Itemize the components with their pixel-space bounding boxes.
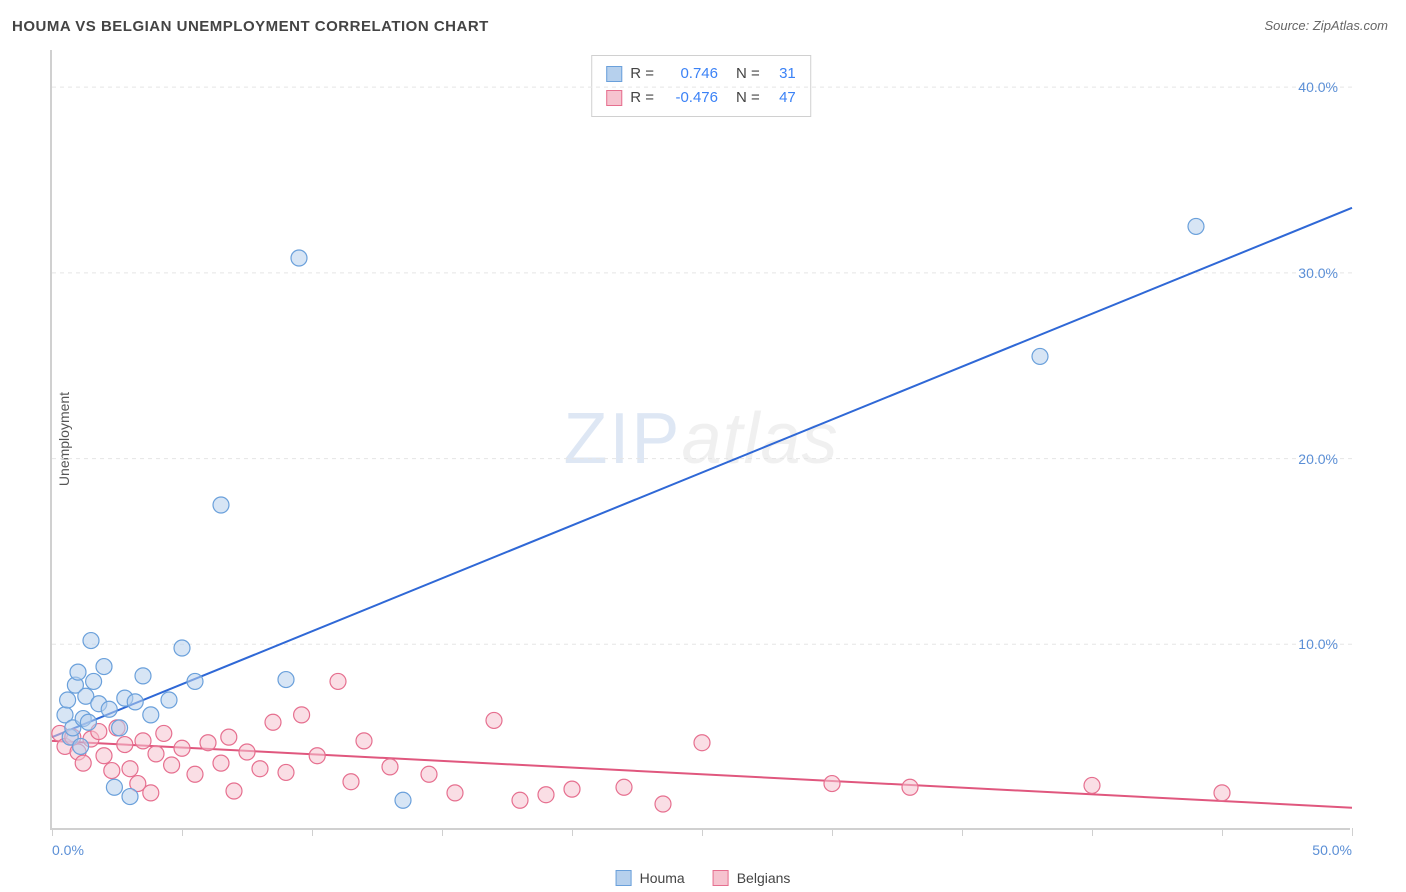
data-point [200,735,216,751]
data-point [1084,777,1100,793]
data-point [226,783,242,799]
x-tick [962,828,963,836]
data-point [60,692,76,708]
legend-item-belgians: Belgians [713,870,791,886]
data-point [309,748,325,764]
legend-item-houma: Houma [616,870,685,886]
data-point [122,789,138,805]
y-tick-label: 40.0% [1298,79,1338,95]
legend-label-houma: Houma [640,870,685,886]
data-point [291,250,307,266]
data-point [156,725,172,741]
data-point [83,633,99,649]
data-point [1214,785,1230,801]
data-point [104,763,120,779]
data-point [278,764,294,780]
data-point [486,712,502,728]
data-point [512,792,528,808]
y-tick-label: 20.0% [1298,451,1338,467]
data-point [187,766,203,782]
data-point [239,744,255,760]
data-point [148,746,164,762]
data-point [112,720,128,736]
series-legend: Houma Belgians [616,870,791,886]
x-tick [572,828,573,836]
y-tick-label: 10.0% [1298,636,1338,652]
swatch-belgians [713,870,729,886]
data-point [343,774,359,790]
x-tick [182,828,183,836]
plot-svg [52,50,1350,828]
data-point [1032,348,1048,364]
data-point [265,714,281,730]
x-tick [702,828,703,836]
data-point [73,738,89,754]
data-point [213,497,229,513]
data-point [122,761,138,777]
x-tick-label: 50.0% [1312,842,1352,858]
x-tick [1222,828,1223,836]
data-point [187,673,203,689]
x-tick [52,828,53,836]
data-point [143,785,159,801]
data-point [447,785,463,801]
data-point [294,707,310,723]
data-point [538,787,554,803]
data-point [143,707,159,723]
legend-label-belgians: Belgians [737,870,791,886]
data-point [101,701,117,717]
x-tick [1352,828,1353,836]
data-point [421,766,437,782]
data-point [395,792,411,808]
data-point [564,781,580,797]
data-point [824,776,840,792]
swatch-houma [616,870,632,886]
data-point [135,668,151,684]
data-point [135,733,151,749]
data-point [382,759,398,775]
data-point [106,779,122,795]
x-tick [832,828,833,836]
data-point [356,733,372,749]
x-tick [442,828,443,836]
data-point [278,672,294,688]
regression-line [52,208,1352,737]
data-point [127,694,143,710]
data-point [221,729,237,745]
x-tick-label: 0.0% [52,842,84,858]
y-tick-label: 30.0% [1298,265,1338,281]
data-point [1188,218,1204,234]
data-point [616,779,632,795]
data-point [96,748,112,764]
data-point [174,740,190,756]
data-point [117,737,133,753]
source-attribution: Source: ZipAtlas.com [1264,18,1388,33]
x-tick [1092,828,1093,836]
chart-title: HOUMA VS BELGIAN UNEMPLOYMENT CORRELATIO… [12,18,489,35]
data-point [330,673,346,689]
plot-area: Unemployment ZIPatlas R = 0.746 N = 31 R… [50,50,1350,830]
data-point [80,714,96,730]
data-point [252,761,268,777]
data-point [70,664,86,680]
data-point [655,796,671,812]
data-point [75,755,91,771]
data-point [174,640,190,656]
data-point [164,757,180,773]
x-tick [312,828,313,836]
data-point [902,779,918,795]
data-point [694,735,710,751]
data-point [161,692,177,708]
data-point [96,659,112,675]
data-point [86,673,102,689]
data-point [213,755,229,771]
